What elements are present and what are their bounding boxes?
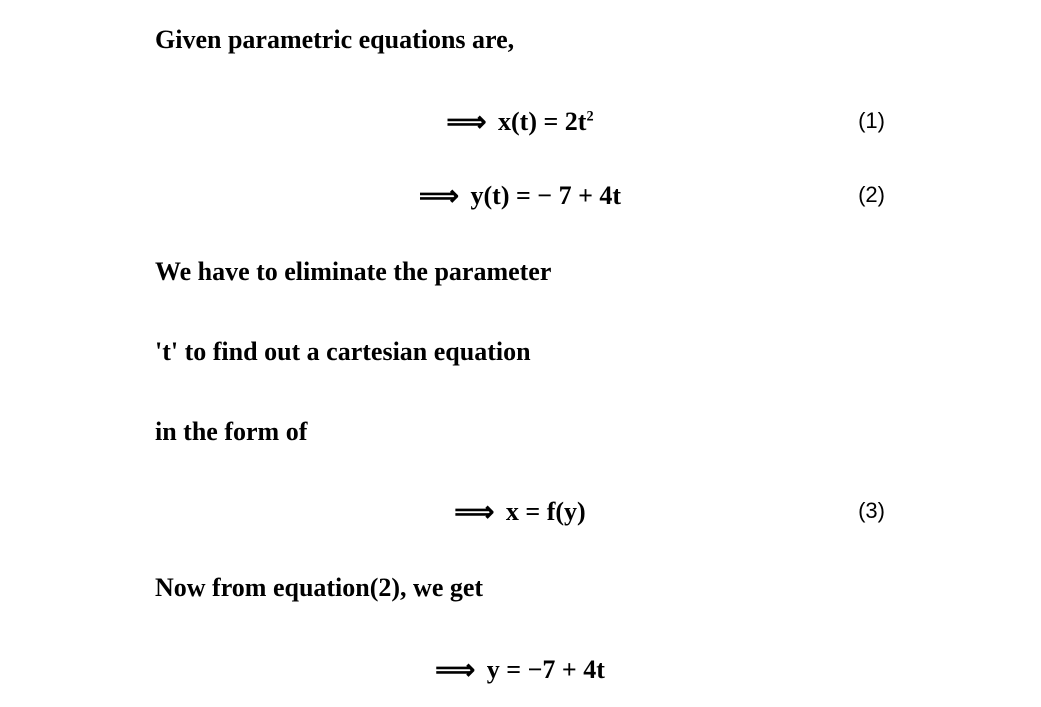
page: Given parametric equations are, ⟹ x(t) =…: [0, 0, 1041, 707]
equation-body: ⟹ y(t) = − 7 + 4t: [155, 178, 885, 212]
eq-text-pre: x(t) = 2t: [498, 107, 586, 136]
equation-number: (2): [858, 182, 885, 208]
text-line-1: Given parametric equations are,: [155, 24, 885, 55]
eq-sup: 2: [586, 108, 593, 124]
equation-number: (3): [858, 498, 885, 524]
implies-arrow-icon: ⟹: [446, 107, 483, 138]
equation-3: ⟹ x = f(y) (3): [155, 494, 885, 528]
implies-arrow-icon: ⟹: [419, 181, 456, 212]
text-line-3: 't' to find out a cartesian equation: [155, 336, 885, 367]
text: in the form of: [155, 417, 307, 446]
implies-arrow-icon: ⟹: [454, 497, 491, 528]
text-line-2: We have to eliminate the parameter: [155, 256, 885, 287]
equation-body: ⟹ y = −7 + 4t: [155, 652, 885, 686]
eq-text: y(t) = − 7 + 4t: [471, 181, 622, 210]
equation-body: ⟹ x = f(y): [155, 494, 885, 528]
equation-number: (1): [858, 108, 885, 134]
eq-text: x = f(y): [506, 497, 586, 526]
equation-body: ⟹ x(t) = 2t2: [155, 104, 885, 138]
equation-4: ⟹ y = −7 + 4t: [155, 652, 885, 686]
equation-2: ⟹ y(t) = − 7 + 4t (2): [155, 178, 885, 212]
text: Now from equation(2), we get: [155, 573, 483, 602]
equation-1: ⟹ x(t) = 2t2 (1): [155, 104, 885, 138]
text: We have to eliminate the parameter: [155, 257, 551, 286]
text: Given parametric equations are,: [155, 25, 514, 54]
eq-text: y = −7 + 4t: [487, 655, 605, 684]
text-line-5: Now from equation(2), we get: [155, 572, 885, 603]
implies-arrow-icon: ⟹: [435, 655, 472, 686]
text-line-4: in the form of: [155, 416, 885, 447]
text: 't' to find out a cartesian equation: [155, 337, 531, 366]
